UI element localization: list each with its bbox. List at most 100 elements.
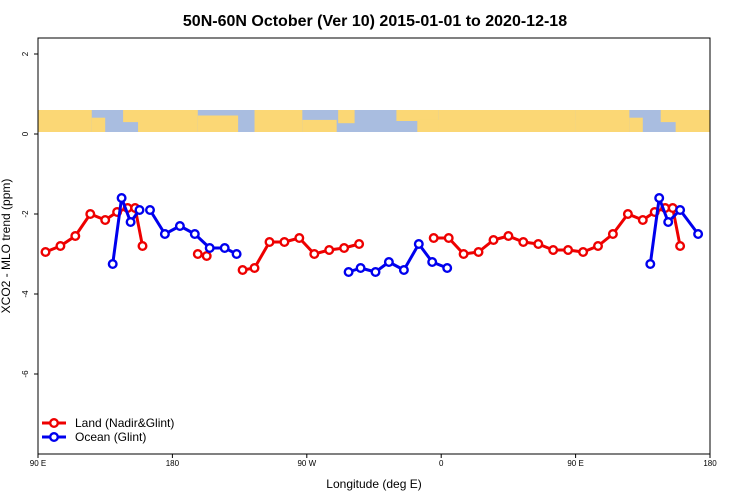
data-point: [518, 236, 529, 247]
data-point: [355, 263, 366, 274]
land-patch: [123, 110, 140, 123]
world-map-strip: [38, 110, 710, 132]
data-point: [473, 246, 484, 257]
data-point: [85, 208, 96, 219]
data-point: [100, 214, 111, 225]
legend-swatch-marker: [49, 432, 60, 443]
data-point: [654, 192, 665, 203]
data-point: [398, 265, 409, 276]
x-tick-label: 0: [439, 459, 444, 468]
data-point: [40, 246, 51, 257]
y-tick-label: -4: [21, 290, 30, 298]
data-point: [354, 238, 365, 249]
data-point: [563, 244, 574, 255]
land-patch: [197, 115, 239, 132]
data-point: [204, 242, 215, 253]
data-point: [70, 230, 81, 241]
data-point: [324, 244, 335, 255]
data-point: [488, 234, 499, 245]
series-line: [242, 236, 360, 272]
data-point: [144, 204, 155, 215]
data-point: [343, 267, 354, 278]
land-patch: [302, 119, 337, 132]
data-point: [637, 214, 648, 225]
data-point: [370, 267, 381, 278]
land-patch: [338, 110, 355, 124]
data-point: [593, 240, 604, 251]
x-tick-label: 180: [166, 459, 180, 468]
data-point: [578, 246, 589, 257]
data-point: [413, 238, 424, 249]
data-point: [645, 259, 656, 270]
series-line: [111, 196, 141, 265]
land-patch: [254, 110, 303, 132]
legend: Land (Nadir&Glint)Ocean (Glint): [42, 416, 174, 444]
data-point: [134, 204, 145, 215]
x-tick-label: 180: [703, 459, 717, 468]
data-point: [249, 263, 260, 274]
data-point: [622, 208, 633, 219]
data-point: [443, 232, 454, 243]
data-point: [174, 220, 185, 231]
legend-item: Land (Nadir&Glint): [42, 416, 174, 430]
data-point: [309, 248, 320, 259]
chart-title: 50N-60N October (Ver 10) 2015-01-01 to 2…: [183, 13, 567, 30]
data-point: [427, 257, 438, 268]
legend-label: Land (Nadir&Glint): [75, 416, 174, 430]
y-tick-label: 0: [21, 131, 30, 136]
data-point: [442, 263, 453, 274]
data-point: [192, 248, 203, 259]
land-patch: [575, 110, 630, 132]
x-tick-label: 90 W: [297, 459, 316, 468]
data-point: [607, 228, 618, 239]
data-point: [189, 228, 200, 239]
data-point: [137, 240, 148, 251]
y-tick-label: 2: [21, 51, 30, 56]
data-point: [548, 244, 559, 255]
x-tick-label: 90 E: [30, 459, 46, 468]
land-patch: [396, 110, 439, 121]
land-patch: [91, 117, 106, 132]
data-point: [237, 265, 248, 276]
data-point: [116, 192, 127, 203]
land-patch: [660, 110, 678, 123]
data-point: [264, 236, 275, 247]
data-point: [663, 216, 674, 227]
legend-item: Ocean (Glint): [42, 430, 146, 444]
y-axis: 2 0 -2 -4 -6: [21, 51, 38, 378]
data-point: [675, 240, 686, 251]
data-point: [107, 259, 118, 270]
series-ocean: [107, 192, 704, 278]
land-patch: [629, 117, 643, 132]
data-point: [125, 216, 136, 227]
series-layer: [40, 192, 704, 278]
y-tick-label: -2: [21, 210, 30, 218]
data-point: [675, 204, 686, 215]
plot-frame: [37, 37, 711, 455]
data-point: [533, 238, 544, 249]
data-point: [231, 248, 242, 259]
land-patch: [438, 110, 576, 132]
land-patch: [675, 110, 710, 132]
x-tick-label: 90 E: [567, 459, 583, 468]
data-point: [55, 240, 66, 251]
data-point: [693, 228, 704, 239]
data-point: [294, 232, 305, 243]
legend-label: Ocean (Glint): [75, 430, 146, 444]
data-point: [159, 228, 170, 239]
y-tick-label: -6: [21, 370, 30, 378]
data-point: [503, 230, 514, 241]
data-point: [201, 250, 212, 261]
series-land: [40, 202, 686, 276]
data-point: [279, 236, 290, 247]
data-point: [339, 242, 350, 253]
land-patch: [138, 110, 198, 132]
data-point: [219, 242, 230, 253]
x-axis-label: Longitude (deg E): [326, 477, 421, 491]
x-axis: 90 E 180 90 W 0 90 E 180: [30, 454, 717, 468]
data-point: [428, 232, 439, 243]
data-point: [383, 257, 394, 268]
y-axis-label: XCO2 - MLO trend (ppm): [0, 179, 13, 314]
legend-swatch-marker: [49, 418, 60, 429]
